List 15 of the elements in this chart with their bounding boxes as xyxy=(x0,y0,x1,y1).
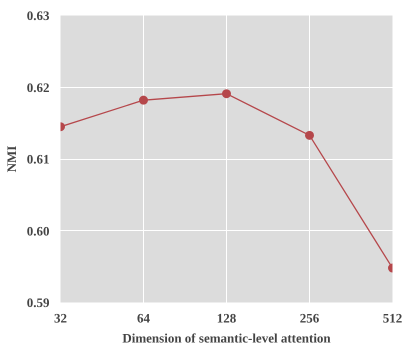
y-tick-label: 0.60 xyxy=(26,223,50,238)
y-tick-label: 0.59 xyxy=(26,295,50,310)
y-tick-label: 0.62 xyxy=(26,80,50,95)
point xyxy=(305,130,314,140)
y-tick-label: 0.63 xyxy=(26,8,50,23)
x-tick-label: 128 xyxy=(216,310,237,326)
x-tick-label: 32 xyxy=(54,310,67,326)
x-axis-title: Dimension of semantic-level attention xyxy=(122,330,332,346)
point xyxy=(222,89,231,98)
y-tick-label: 0.61 xyxy=(26,152,50,166)
x-tick-label: 64 xyxy=(137,310,150,326)
point xyxy=(139,96,148,105)
y-axis-title: NMI xyxy=(4,146,19,172)
x-tick-label: 256 xyxy=(300,310,320,326)
x-tick-label: 512 xyxy=(382,310,402,326)
